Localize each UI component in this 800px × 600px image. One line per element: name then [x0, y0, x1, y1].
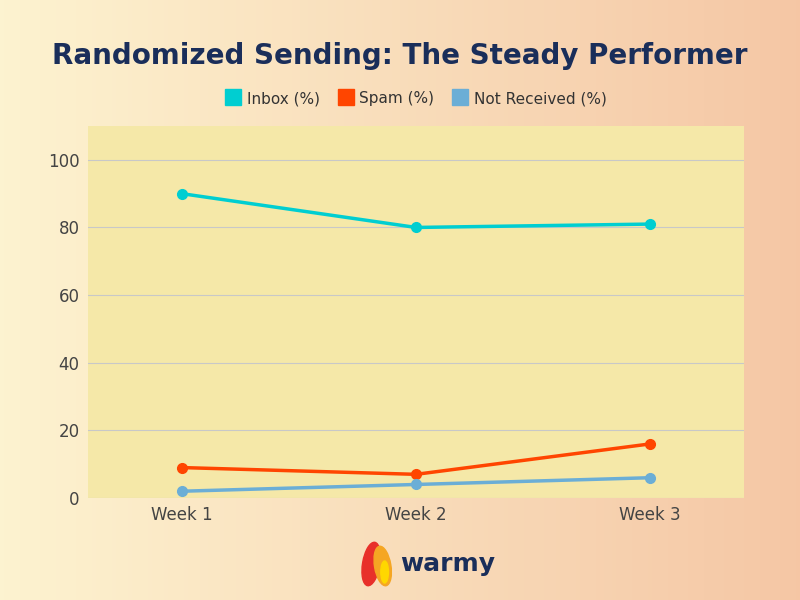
Text: warmy: warmy	[400, 552, 495, 576]
Text: Randomized Sending: The Steady Performer: Randomized Sending: The Steady Performer	[52, 42, 748, 70]
Ellipse shape	[381, 561, 389, 583]
Legend: Inbox (%), Spam (%), Not Received (%): Inbox (%), Spam (%), Not Received (%)	[219, 85, 613, 113]
Ellipse shape	[362, 542, 381, 586]
Ellipse shape	[374, 546, 391, 586]
